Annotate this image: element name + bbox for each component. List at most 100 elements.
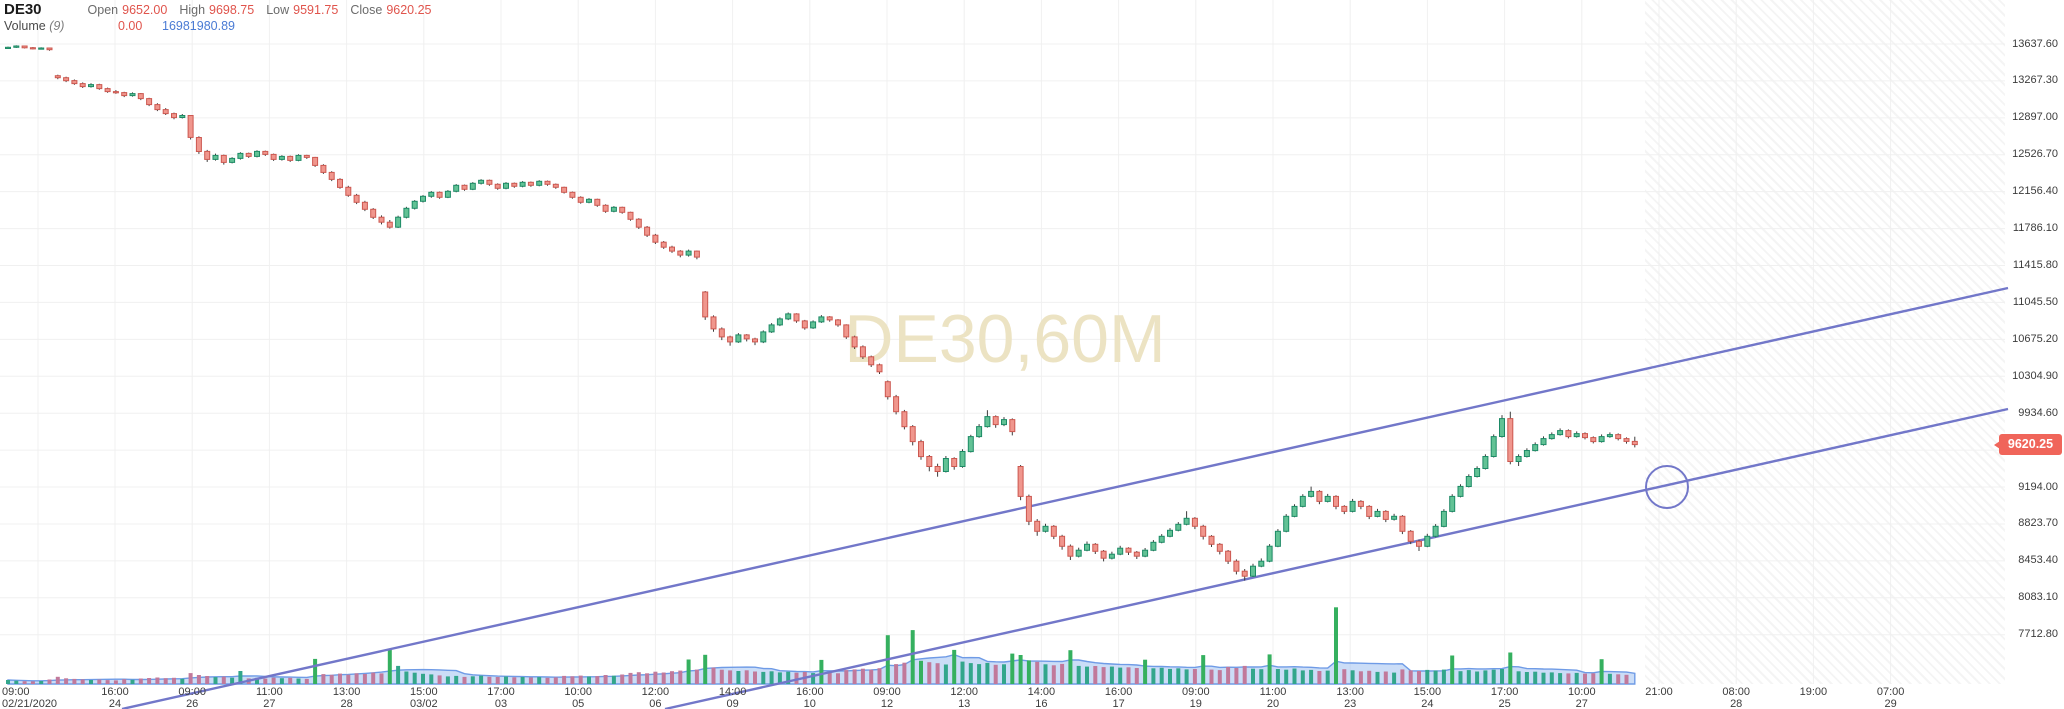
candle-body[interactable] xyxy=(171,113,177,119)
candle-body[interactable] xyxy=(776,318,783,326)
candle-body[interactable] xyxy=(1250,565,1256,577)
candle-body[interactable] xyxy=(1573,433,1580,438)
candle-body[interactable] xyxy=(29,47,36,50)
candle-body[interactable] xyxy=(1366,505,1373,517)
candle-body[interactable] xyxy=(1108,553,1115,559)
candle-body[interactable] xyxy=(1291,505,1298,517)
candle-body[interactable] xyxy=(320,164,327,173)
candle-body[interactable] xyxy=(1440,510,1447,527)
candle-body[interactable] xyxy=(677,250,684,256)
candle-body[interactable] xyxy=(561,186,568,193)
candle-body[interactable] xyxy=(13,45,20,48)
candle-body[interactable] xyxy=(1465,476,1472,487)
candle-body[interactable] xyxy=(96,84,103,90)
candle-body[interactable] xyxy=(884,381,891,398)
candle-body[interactable] xyxy=(594,198,601,206)
candle-body[interactable] xyxy=(262,150,269,155)
candle-body[interactable] xyxy=(1324,495,1331,502)
candle-body[interactable] xyxy=(851,336,858,348)
candle-body[interactable] xyxy=(79,83,86,88)
candle-body[interactable] xyxy=(137,93,144,100)
candle-body[interactable] xyxy=(195,137,202,152)
candle-body[interactable] xyxy=(602,204,609,212)
candle-body[interactable] xyxy=(1225,550,1232,562)
candle-body[interactable] xyxy=(1316,490,1323,502)
candle-body[interactable] xyxy=(1216,543,1223,552)
candle-body[interactable] xyxy=(992,416,999,426)
candle-body[interactable] xyxy=(353,194,360,203)
candle-body[interactable] xyxy=(660,241,667,248)
candle-body[interactable] xyxy=(278,155,285,160)
candle-body[interactable] xyxy=(420,195,426,202)
candle-body[interactable] xyxy=(918,441,924,458)
candle-body[interactable] xyxy=(743,334,750,340)
candle-body[interactable] xyxy=(436,191,443,198)
candle-body[interactable] xyxy=(146,98,153,106)
candle-body[interactable] xyxy=(818,316,825,323)
candle-body[interactable] xyxy=(303,154,310,158)
candle-body[interactable] xyxy=(1623,438,1630,442)
candle-body[interactable] xyxy=(104,88,111,93)
candle-body[interactable] xyxy=(204,150,211,160)
candle-body[interactable] xyxy=(627,211,634,220)
candle-body[interactable] xyxy=(752,338,758,343)
candle-body[interactable] xyxy=(1150,541,1157,551)
candle-body[interactable] xyxy=(702,291,709,318)
candle-body[interactable] xyxy=(54,75,61,79)
candle-body[interactable] xyxy=(1490,436,1497,458)
candle-body[interactable] xyxy=(1416,540,1422,547)
candle-body[interactable] xyxy=(1017,466,1024,497)
symbol-label[interactable]: DE30 xyxy=(4,1,42,18)
candle-body[interactable] xyxy=(1266,545,1273,562)
candle-body[interactable] xyxy=(461,184,468,190)
candle-body[interactable] xyxy=(1009,419,1016,433)
candle-body[interactable] xyxy=(1391,515,1398,520)
candle-body[interactable] xyxy=(1631,440,1638,446)
candle-body[interactable] xyxy=(1025,495,1032,522)
candle-body[interactable] xyxy=(1499,418,1505,438)
candle-body[interactable] xyxy=(1615,434,1622,440)
candle-body[interactable] xyxy=(444,190,451,198)
candle-body[interactable] xyxy=(1532,444,1539,452)
candle-body[interactable] xyxy=(1598,436,1605,443)
candle-body[interactable] xyxy=(395,216,402,228)
candle-body[interactable] xyxy=(38,47,45,50)
candle-body[interactable] xyxy=(1001,419,1007,426)
candle-body[interactable] xyxy=(909,426,916,443)
candle-body[interactable] xyxy=(976,426,983,438)
candle-body[interactable] xyxy=(154,104,161,111)
candle-body[interactable] xyxy=(403,207,410,218)
candle-body[interactable] xyxy=(411,200,418,209)
candle-body[interactable] xyxy=(1299,495,1306,507)
candle-body[interactable] xyxy=(527,181,534,186)
candle-body[interactable] xyxy=(959,451,966,467)
candle-body[interactable] xyxy=(1349,500,1356,512)
candle-body[interactable] xyxy=(494,183,501,189)
candle-body[interactable] xyxy=(254,150,260,157)
candle-body[interactable] xyxy=(934,466,941,472)
candle-body[interactable] xyxy=(552,183,559,188)
candle-body[interactable] xyxy=(469,182,476,190)
candle-body[interactable] xyxy=(1582,433,1588,439)
candle-body[interactable] xyxy=(586,198,592,203)
candle-body[interactable] xyxy=(1590,437,1597,443)
candle-body[interactable] xyxy=(1042,525,1049,532)
candle-body[interactable] xyxy=(801,320,808,329)
candle-body[interactable] xyxy=(428,191,435,197)
candle-body[interactable] xyxy=(1274,530,1281,547)
candle-body[interactable] xyxy=(1565,430,1572,438)
candle-body[interactable] xyxy=(876,364,883,373)
candle-body[interactable] xyxy=(1208,535,1215,545)
candle-body[interactable] xyxy=(478,179,485,184)
candle-body[interactable] xyxy=(760,331,767,343)
candle-body[interactable] xyxy=(1548,434,1555,440)
candle-body[interactable] xyxy=(1100,550,1107,559)
candle-body[interactable] xyxy=(1191,517,1198,527)
candle-body[interactable] xyxy=(345,186,352,196)
candle-body[interactable] xyxy=(868,356,875,366)
candle-body[interactable] xyxy=(735,334,742,343)
candle-body[interactable] xyxy=(270,153,277,160)
candle-body[interactable] xyxy=(1432,525,1439,537)
candle-body[interactable] xyxy=(1482,456,1489,469)
